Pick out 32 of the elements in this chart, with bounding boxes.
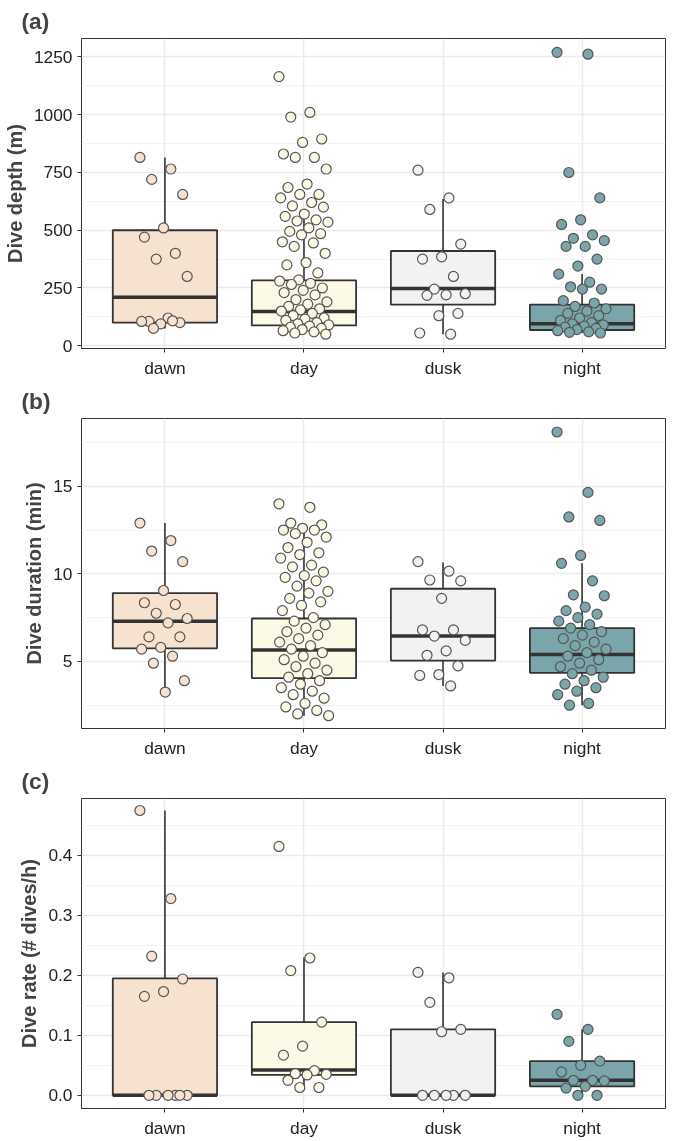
x-tick-label: dusk [424, 737, 462, 758]
y-tick-label: 1000 [33, 104, 73, 125]
x-tick-label: dawn [144, 1117, 186, 1138]
chart-title: (c) [21, 767, 50, 794]
y-axis-title: Dive duration (min) [23, 482, 46, 665]
x-tick-label: dawn [144, 737, 186, 758]
x-tick-label: dusk [424, 357, 462, 378]
x-tick-label: day [290, 737, 319, 758]
x-tick-label: day [290, 357, 319, 378]
y-tick-label: 500 [43, 220, 73, 241]
y-tick-label: 0 [62, 335, 73, 356]
y-axis-title: Dive rate (# dives/h) [18, 859, 41, 1048]
x-tick-label: day [290, 1117, 319, 1138]
x-tick-label: dawn [144, 357, 186, 378]
x-tick-label: dusk [424, 1117, 462, 1138]
x-tick-label: night [563, 737, 602, 758]
x-tick-label: night [563, 357, 602, 378]
y-tick-label: 0.0 [48, 1085, 73, 1106]
y-tick-label: 10 [53, 563, 73, 584]
y-tick-label: 0.1 [48, 1025, 73, 1046]
chart-title: (a) [21, 7, 50, 34]
chart-title: (b) [21, 387, 51, 414]
y-tick-label: 1250 [33, 46, 73, 67]
y-tick-label: 250 [43, 277, 73, 298]
y-tick-label: 15 [53, 476, 73, 497]
y-axis-title: Dive depth (m) [3, 124, 26, 263]
x-tick-label: night [563, 1117, 602, 1138]
y-tick-label: 0.3 [48, 905, 73, 926]
y-tick-label: 0.2 [48, 965, 73, 986]
y-tick-label: 750 [43, 162, 73, 183]
y-tick-label: 0.4 [48, 845, 73, 866]
y-tick-label: 5 [62, 651, 73, 672]
